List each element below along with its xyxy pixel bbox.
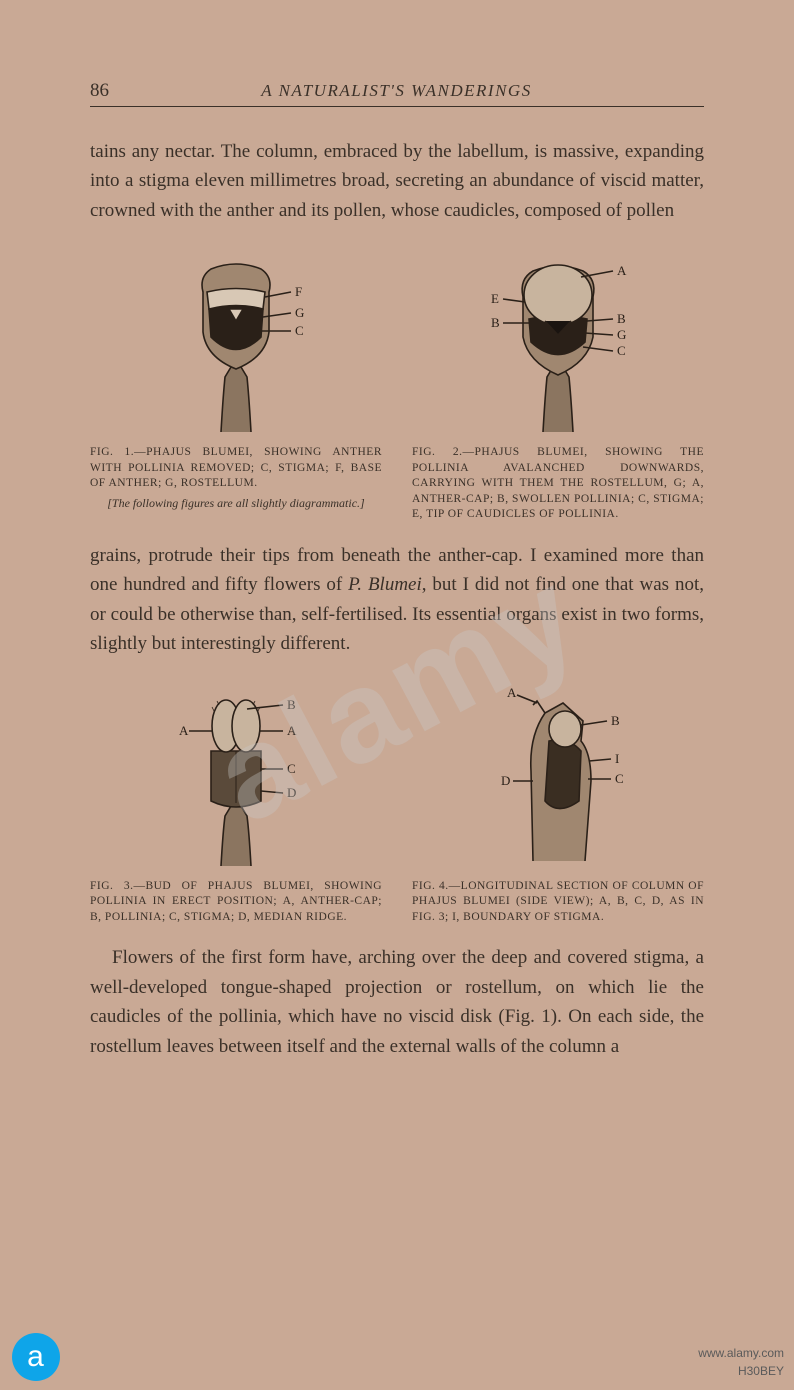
fig3-label-A: A [287,723,297,738]
figure-2: A E B B G C FIG. 2.—PHAJUS BLUMEI, SHOWI… [412,247,704,523]
figure-1: F G C FIG. 1.—PHAJUS BLUMEI, SHOWING ANT… [90,247,382,523]
fig1-caption: FIG. 1.—PHAJUS BLUMEI, SHOWING ANTHER WI… [90,445,382,492]
paragraph-2: grains, protrude their tips from beneath… [90,541,704,659]
figure-3: A A B C D FIG. 3.—BUD OF PHAJUS BLUMEI, … [90,681,382,926]
page-header: 86 A NATURALIST'S WANDERINGS [90,80,704,107]
paragraph-3: Flowers of the first form have, arching … [90,943,704,1061]
fig2-svg: A E B B G C [473,247,643,437]
fig1-label-C: C [295,323,304,338]
fig2-label-G: G [617,327,626,342]
fig4-label-D: D [501,773,510,788]
paragraph-1: tains any nectar. The column, embraced b… [90,137,704,225]
alamy-logo-icon: a [8,1329,63,1384]
running-head: A NATURALIST'S WANDERINGS [109,81,684,101]
page-number: 86 [90,80,109,102]
fig2-label-A: A [617,263,627,278]
watermark-url: www.alamy.com [698,1346,784,1360]
fig1-label-F: F [295,284,302,299]
fig2-label-B-left: B [491,315,500,330]
fig1-note: [The following figures are all slightly … [107,496,364,511]
fig2-label-C: C [617,343,626,358]
fig3-label-D: D [287,785,296,800]
book-page: alamy 86 A NATURALIST'S WANDERINGS tains… [0,0,794,1390]
p2-em: P. Blumei [348,574,422,595]
fig2-caption: FIG. 2.—PHAJUS BLUMEI, SHOWING THE POLLI… [412,445,704,523]
fig2-label-E: E [491,291,499,306]
p3-text: Flowers of the first form have, arching … [90,943,704,1061]
figures-row-1: F G C FIG. 1.—PHAJUS BLUMEI, SHOWING ANT… [90,247,704,523]
fig4-label-C: C [615,771,624,786]
fig1-label-G: G [295,305,304,320]
fig2-label-B: B [617,311,626,326]
fig4-label-A: A [507,685,517,700]
alamy-logo-letter: a [12,1333,60,1381]
fig1-svg: F G C [151,247,321,437]
fig3-label-A-left: A [179,723,189,738]
fig3-svg: A A B C D [151,681,321,871]
fig3-caption: FIG. 3.—BUD OF PHAJUS BLUMEI, SHOWING PO… [90,879,382,926]
fig4-label-I: I [615,751,619,766]
figures-row-2: A A B C D FIG. 3.—BUD OF PHAJUS BLUMEI, … [90,681,704,926]
fig3-label-C: C [287,761,296,776]
fig3-label-B: B [287,697,296,712]
watermark-id: H30BEY [738,1364,784,1378]
fig4-caption: FIG. 4.—LONGITUDINAL SECTION OF COLUMN O… [412,879,704,926]
fig4-label-B: B [611,713,620,728]
fig4-svg: A B I C D [473,681,643,871]
figure-4: A B I C D FIG. 4.—LONGITUDINAL SECTION O… [412,681,704,926]
